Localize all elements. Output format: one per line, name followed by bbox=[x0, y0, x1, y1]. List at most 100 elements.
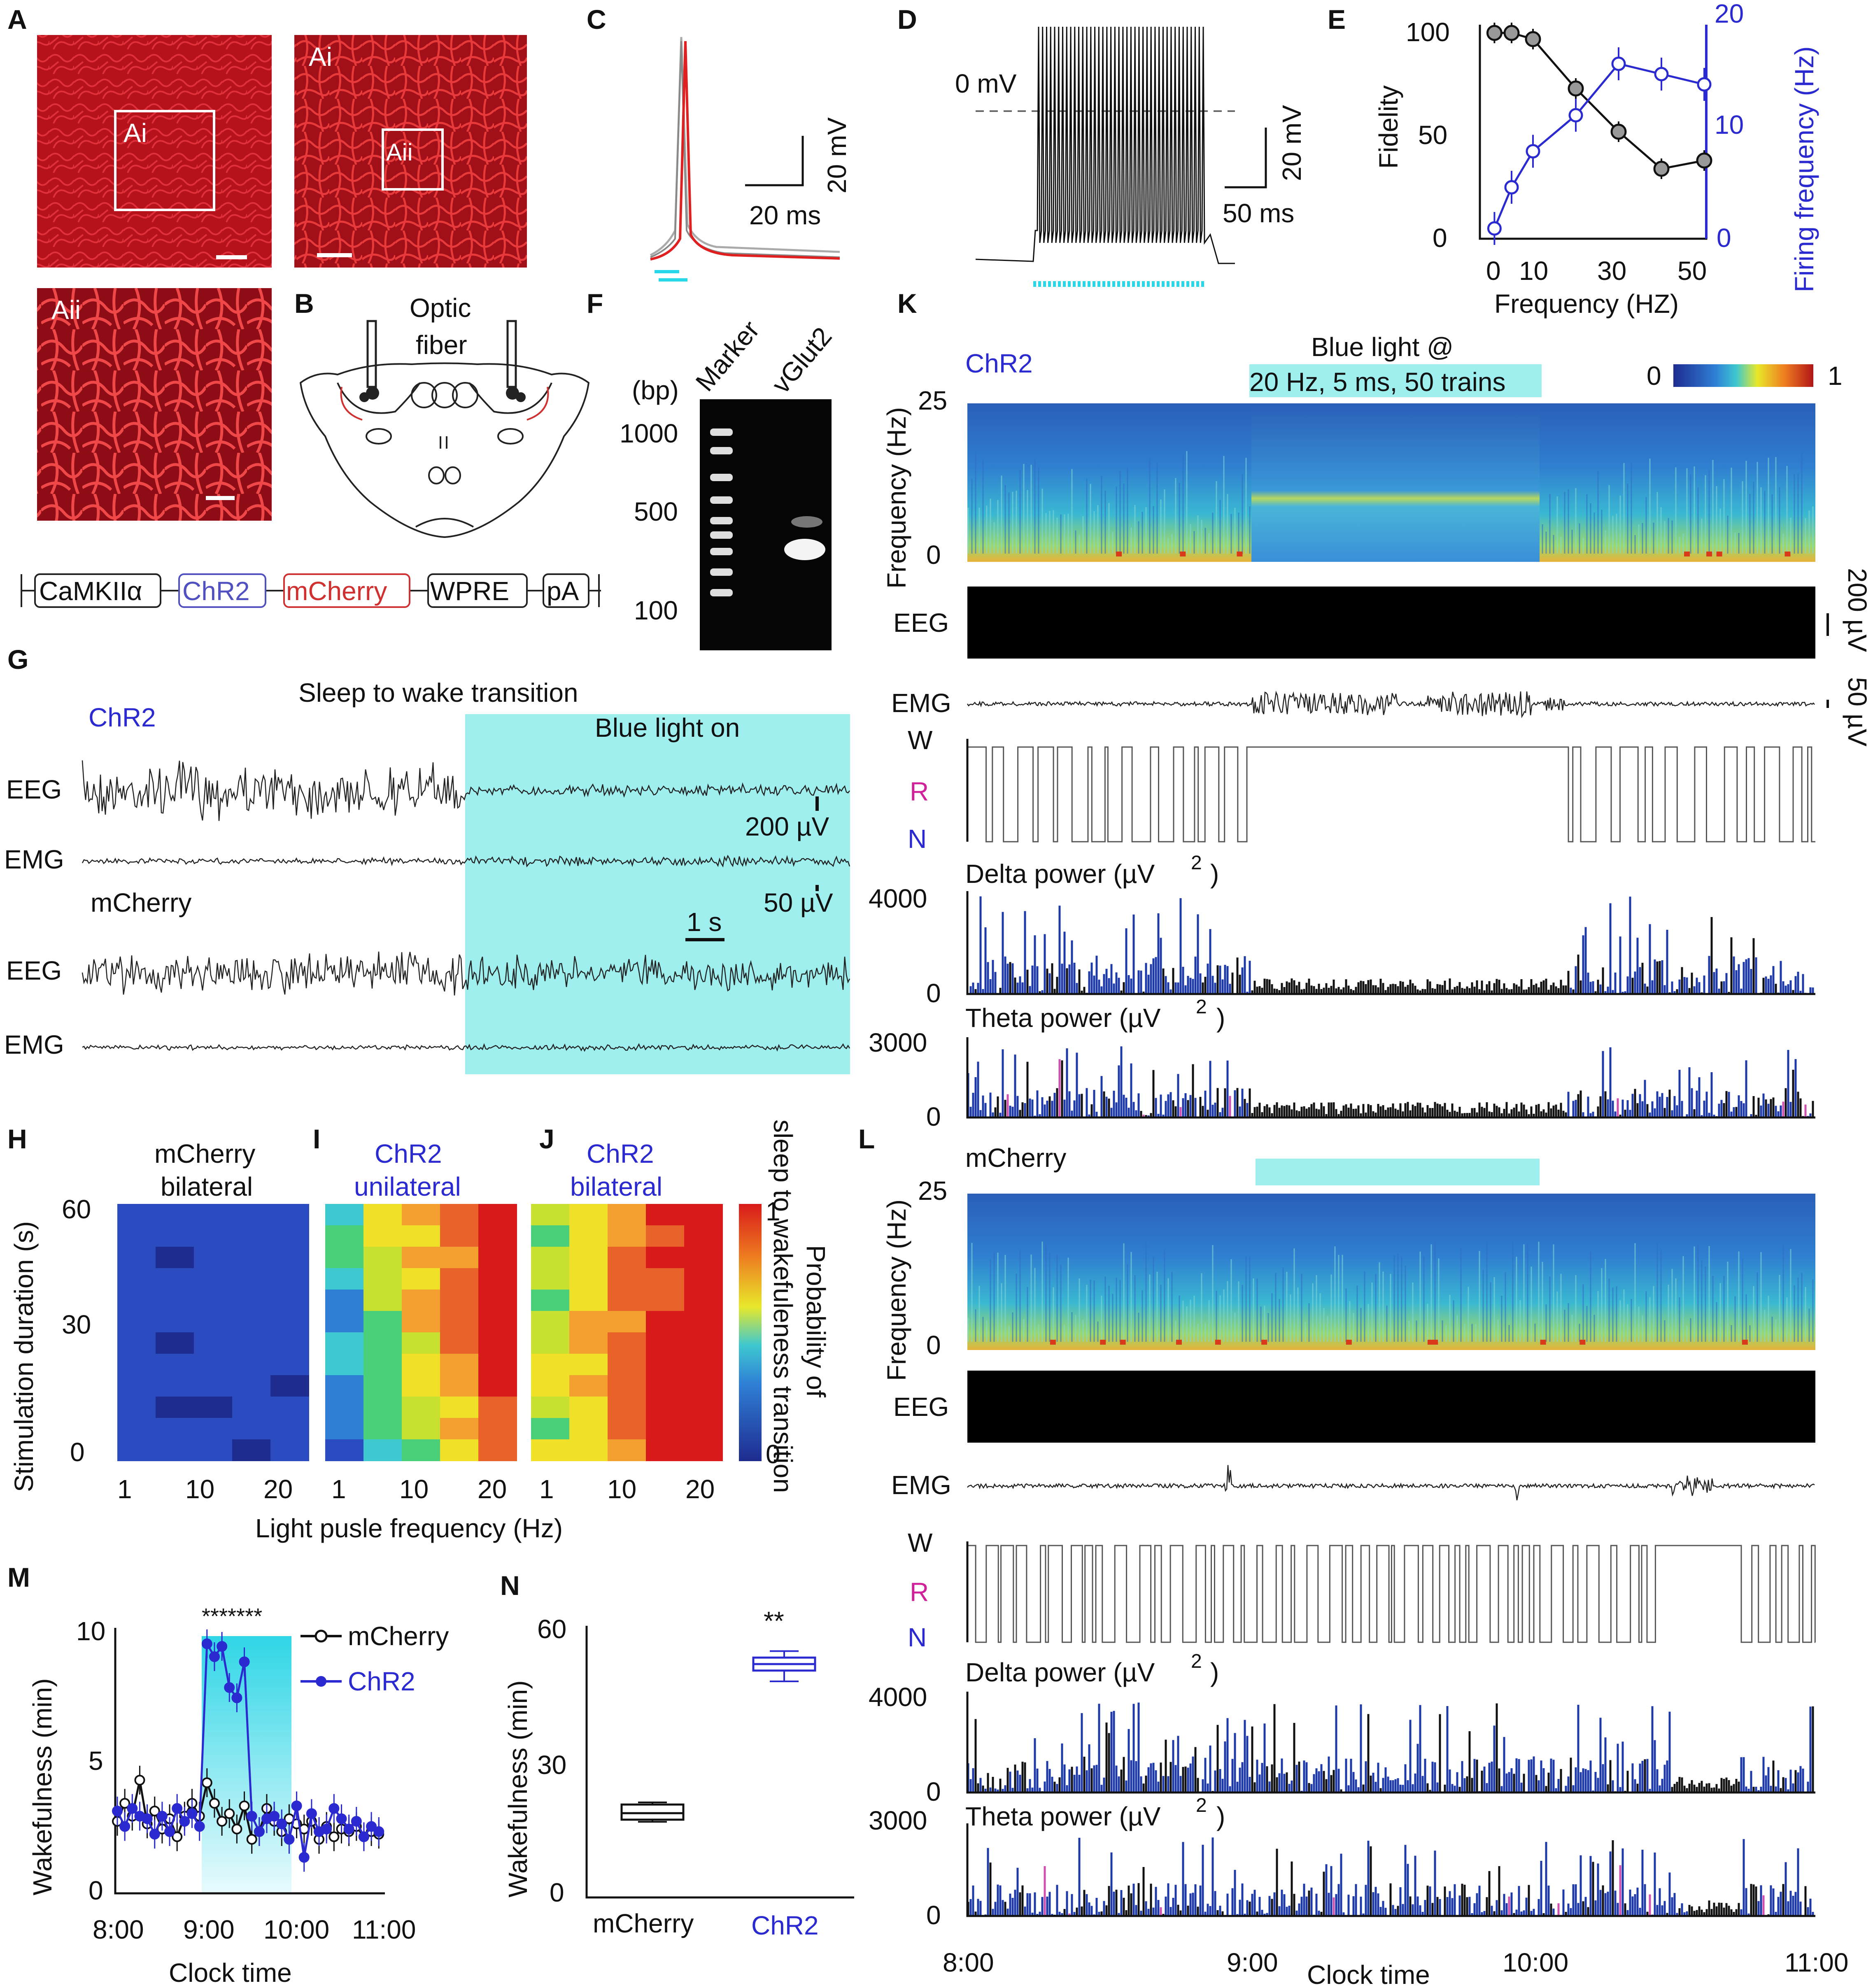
E-xtick-10: 10 bbox=[1519, 256, 1548, 286]
K-scale-50-label: 50 µV bbox=[1843, 677, 1872, 747]
ChR2-point bbox=[366, 1821, 377, 1832]
N-ytick-60: 60 bbox=[537, 1614, 566, 1644]
ladder-band bbox=[710, 496, 733, 504]
ChR2-point bbox=[351, 1816, 362, 1827]
L-delta-bars bbox=[967, 1702, 1814, 1792]
L-f0: 0 bbox=[926, 1330, 941, 1360]
heat-cell bbox=[325, 1268, 364, 1290]
heat-cell bbox=[270, 1268, 309, 1290]
mCherry-point bbox=[172, 1831, 183, 1842]
heat-cell bbox=[646, 1332, 685, 1354]
heat-ylabel: Stimulation duration (s) bbox=[9, 1221, 39, 1492]
heat-cell bbox=[363, 1311, 402, 1333]
spec-hotspot bbox=[1120, 1340, 1126, 1345]
panel-label-L: L bbox=[858, 1124, 875, 1154]
E-ytick-0: 0 bbox=[1433, 223, 1447, 253]
heat-cell bbox=[117, 1311, 156, 1333]
heat-cell bbox=[232, 1225, 271, 1247]
E-xtick-30: 30 bbox=[1597, 256, 1626, 286]
spec-hotspot bbox=[1432, 1340, 1438, 1345]
L-theta-0: 0 bbox=[926, 1900, 941, 1930]
heat-cell bbox=[531, 1225, 570, 1247]
heat-cell bbox=[363, 1354, 402, 1376]
heat-cell bbox=[194, 1268, 233, 1290]
heat-cell bbox=[608, 1418, 646, 1440]
fidelity-point bbox=[1568, 80, 1584, 97]
firing-point bbox=[1697, 77, 1712, 92]
E-xlabel: Frequency (HZ) bbox=[1494, 289, 1679, 319]
heat-cell bbox=[569, 1247, 608, 1269]
ChR2-point bbox=[194, 1821, 205, 1832]
L-state-R: R bbox=[910, 1577, 929, 1607]
spec-hotspot bbox=[1261, 1340, 1267, 1345]
K-stim-line1: Blue light @ bbox=[1311, 332, 1454, 362]
heat-cell bbox=[270, 1311, 309, 1333]
heat-cell bbox=[646, 1311, 685, 1333]
gel-ladder bbox=[710, 428, 733, 596]
G-scale-50-label: 50 µV bbox=[764, 888, 833, 917]
scale-C-mv: 20 mV bbox=[822, 117, 852, 193]
heat-cell bbox=[194, 1332, 233, 1354]
ChR2-point bbox=[321, 1823, 332, 1834]
heat-cell bbox=[156, 1225, 194, 1247]
L-mcherry-label: mCherry bbox=[965, 1143, 1066, 1173]
zero-mv-label: 0 mV bbox=[955, 69, 1017, 98]
heat-cell bbox=[325, 1225, 364, 1247]
L-clock-label: Clock time bbox=[1307, 1960, 1430, 1988]
G-eeg2: EEG bbox=[6, 956, 62, 985]
heat-cell bbox=[478, 1354, 517, 1376]
M-xtick-1000: 10:00 bbox=[263, 1915, 329, 1944]
E-ytick-50: 50 bbox=[1418, 120, 1447, 150]
E-xtick-50: 50 bbox=[1677, 256, 1707, 286]
fidelity-plot bbox=[1479, 23, 1712, 245]
heat-cell bbox=[684, 1354, 723, 1376]
ChR2-point bbox=[127, 1803, 138, 1814]
scale-D-ms: 50 ms bbox=[1223, 198, 1294, 228]
heat-cell bbox=[531, 1290, 570, 1311]
spec-hotspot bbox=[1215, 1340, 1221, 1345]
heat-cell bbox=[156, 1375, 194, 1397]
ChR2-point bbox=[164, 1826, 175, 1837]
H-xtick-20: 20 bbox=[263, 1474, 293, 1504]
heat-cell bbox=[684, 1375, 723, 1397]
ChR2-point bbox=[291, 1800, 302, 1811]
heat-cell bbox=[531, 1375, 570, 1397]
M-ytick-10: 10 bbox=[76, 1616, 105, 1646]
scalebar-C bbox=[745, 136, 804, 186]
heat-cell bbox=[531, 1397, 570, 1418]
L-theta-3000: 3000 bbox=[869, 1806, 927, 1835]
ChR2-point bbox=[142, 1813, 153, 1824]
ChR2-point bbox=[156, 1811, 168, 1822]
L-state-N: N bbox=[908, 1623, 927, 1652]
inset-box-Aii bbox=[382, 128, 444, 191]
K-stim-line2: 20 Hz, 5 ms, 50 trains bbox=[1249, 367, 1505, 397]
K-chr2-label: ChR2 bbox=[965, 349, 1033, 378]
spec-hotspot bbox=[1579, 1340, 1586, 1345]
heat-cell bbox=[646, 1290, 685, 1311]
M-xtick-900: 9:00 bbox=[183, 1915, 235, 1944]
M-ylabel: Wakefulness (min) bbox=[28, 1678, 57, 1895]
mCherry-point bbox=[134, 1775, 145, 1785]
ladder-band bbox=[710, 428, 733, 436]
ladder-band bbox=[710, 589, 733, 596]
heat-cell bbox=[270, 1225, 309, 1247]
K-f0: 0 bbox=[926, 540, 941, 570]
spec-hotspot bbox=[1540, 1340, 1546, 1345]
heat-cell bbox=[232, 1311, 271, 1333]
heat-cell bbox=[232, 1247, 271, 1269]
gel-tick-1000: 1000 bbox=[620, 419, 678, 448]
heat-cell bbox=[478, 1375, 517, 1397]
G-eeg1: EEG bbox=[6, 775, 62, 804]
heat-cell bbox=[646, 1204, 685, 1226]
ChR2-point bbox=[343, 1823, 354, 1834]
histology-Ai bbox=[294, 35, 527, 268]
heat-cell bbox=[569, 1397, 608, 1418]
L-emg-label: EMG bbox=[891, 1470, 951, 1500]
heat-cell bbox=[646, 1247, 685, 1269]
heat-cell bbox=[608, 1375, 646, 1397]
heat-cell bbox=[440, 1332, 479, 1354]
spike-traces-C bbox=[650, 37, 840, 261]
gel-bp-label: (bp) bbox=[632, 375, 679, 405]
panel-label-E: E bbox=[1328, 4, 1346, 35]
heat-cell bbox=[117, 1332, 156, 1354]
